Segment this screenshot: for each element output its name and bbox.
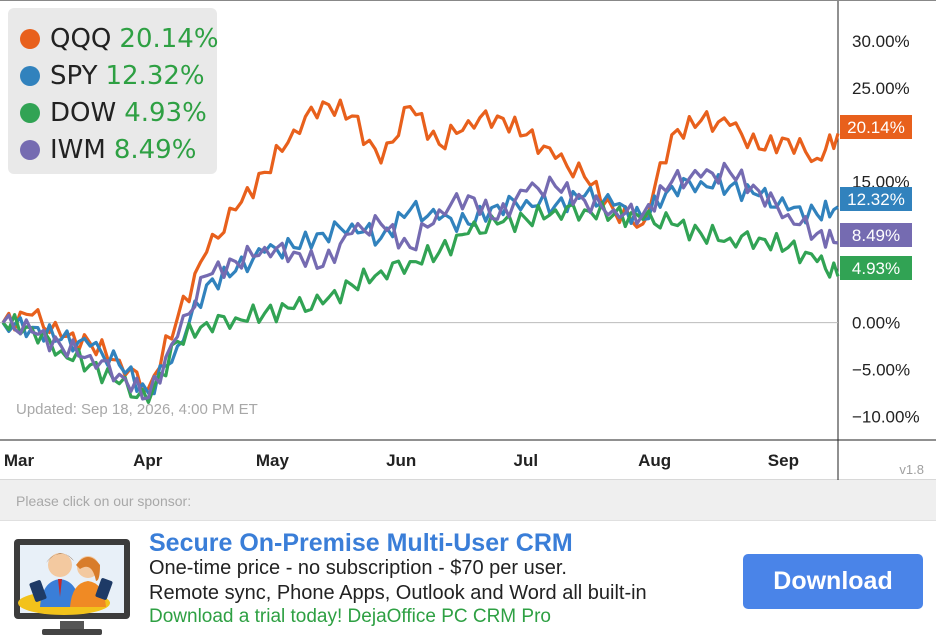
legend-label: DOW xyxy=(50,97,117,128)
updated-timestamp: Updated: Sep 18, 2026, 4:00 PM ET xyxy=(16,401,258,418)
x-tick-label: Jul xyxy=(514,451,539,470)
x-tick-label: Sep xyxy=(768,451,799,470)
legend-item-dow[interactable]: DOW 4.93% xyxy=(20,94,217,131)
performance-chart: 30.00%25.00%15.00%10.00%0.00%−5.00%−10.0… xyxy=(0,0,936,480)
legend-label: SPY xyxy=(50,60,98,91)
ad-line-trial[interactable]: Download a trial today! DejaOffice PC CR… xyxy=(149,606,551,627)
crm-people-icon[interactable] xyxy=(12,537,134,637)
sponsor-ad[interactable]: Secure On-Premise Multi-User CRM One-tim… xyxy=(0,520,936,640)
sponsor-label: Please click on our sponsor: xyxy=(16,493,192,509)
end-label-box-iwm xyxy=(840,223,912,247)
x-tick-label: Mar xyxy=(4,451,35,470)
ad-line-features: Remote sync, Phone Apps, Outlook and Wor… xyxy=(149,582,647,604)
iwm-dot-icon xyxy=(20,139,40,160)
y-tick-label: 30.00% xyxy=(852,32,910,51)
y-tick-label: 15.00% xyxy=(852,173,910,192)
sponsor-bar xyxy=(0,480,936,520)
legend-item-spy[interactable]: SPY 12.32% xyxy=(20,57,217,94)
end-label-box-dow xyxy=(840,256,912,280)
legend-value: 12.32% xyxy=(105,60,205,91)
legend-value: 20.14% xyxy=(119,23,219,54)
version-label: v1.8 xyxy=(899,462,924,477)
y-tick-label: −10.00% xyxy=(852,408,920,427)
legend-value: 8.49% xyxy=(113,134,197,165)
series-line-iwm xyxy=(1,161,839,401)
end-label-qqq: 20.14% xyxy=(847,118,905,137)
dow-dot-icon xyxy=(20,102,40,123)
ad-title[interactable]: Secure On-Premise Multi-User CRM xyxy=(149,529,573,557)
end-label-box-spy xyxy=(840,187,912,211)
end-label-iwm: 8.49% xyxy=(852,226,900,245)
end-label-box-qqq xyxy=(840,115,912,139)
qqq-dot-icon xyxy=(20,28,40,49)
series-line-spy xyxy=(1,173,839,396)
spy-dot-icon xyxy=(20,65,40,86)
legend-label: IWM xyxy=(50,134,106,165)
x-tick-label: Jun xyxy=(386,451,416,470)
end-label-spy: 12.32% xyxy=(847,190,905,209)
download-button[interactable]: Download xyxy=(743,554,923,609)
chart-panel: 30.00%25.00%15.00%10.00%0.00%−5.00%−10.0… xyxy=(0,0,936,480)
legend-item-qqq[interactable]: QQQ 20.14% xyxy=(20,20,219,57)
legend-value: 4.93% xyxy=(124,97,207,128)
legend: QQQ 20.14% SPY 12.32% DOW 4.93% IWM 8.49… xyxy=(8,8,219,174)
series-line-dow xyxy=(1,200,840,404)
y-tick-label: 0.00% xyxy=(852,314,900,333)
y-tick-label: 25.00% xyxy=(852,79,910,98)
x-tick-label: Aug xyxy=(638,451,671,470)
x-tick-label: May xyxy=(256,451,290,470)
y-tick-label: −5.00% xyxy=(852,361,910,380)
legend-item-iwm[interactable]: IWM 8.49% xyxy=(20,131,217,168)
end-label-dow: 4.93% xyxy=(852,259,900,278)
ad-line-price: One-time price - no subscription - $70 p… xyxy=(149,557,567,579)
x-tick-label: Apr xyxy=(133,451,163,470)
legend-label: QQQ xyxy=(50,23,112,54)
